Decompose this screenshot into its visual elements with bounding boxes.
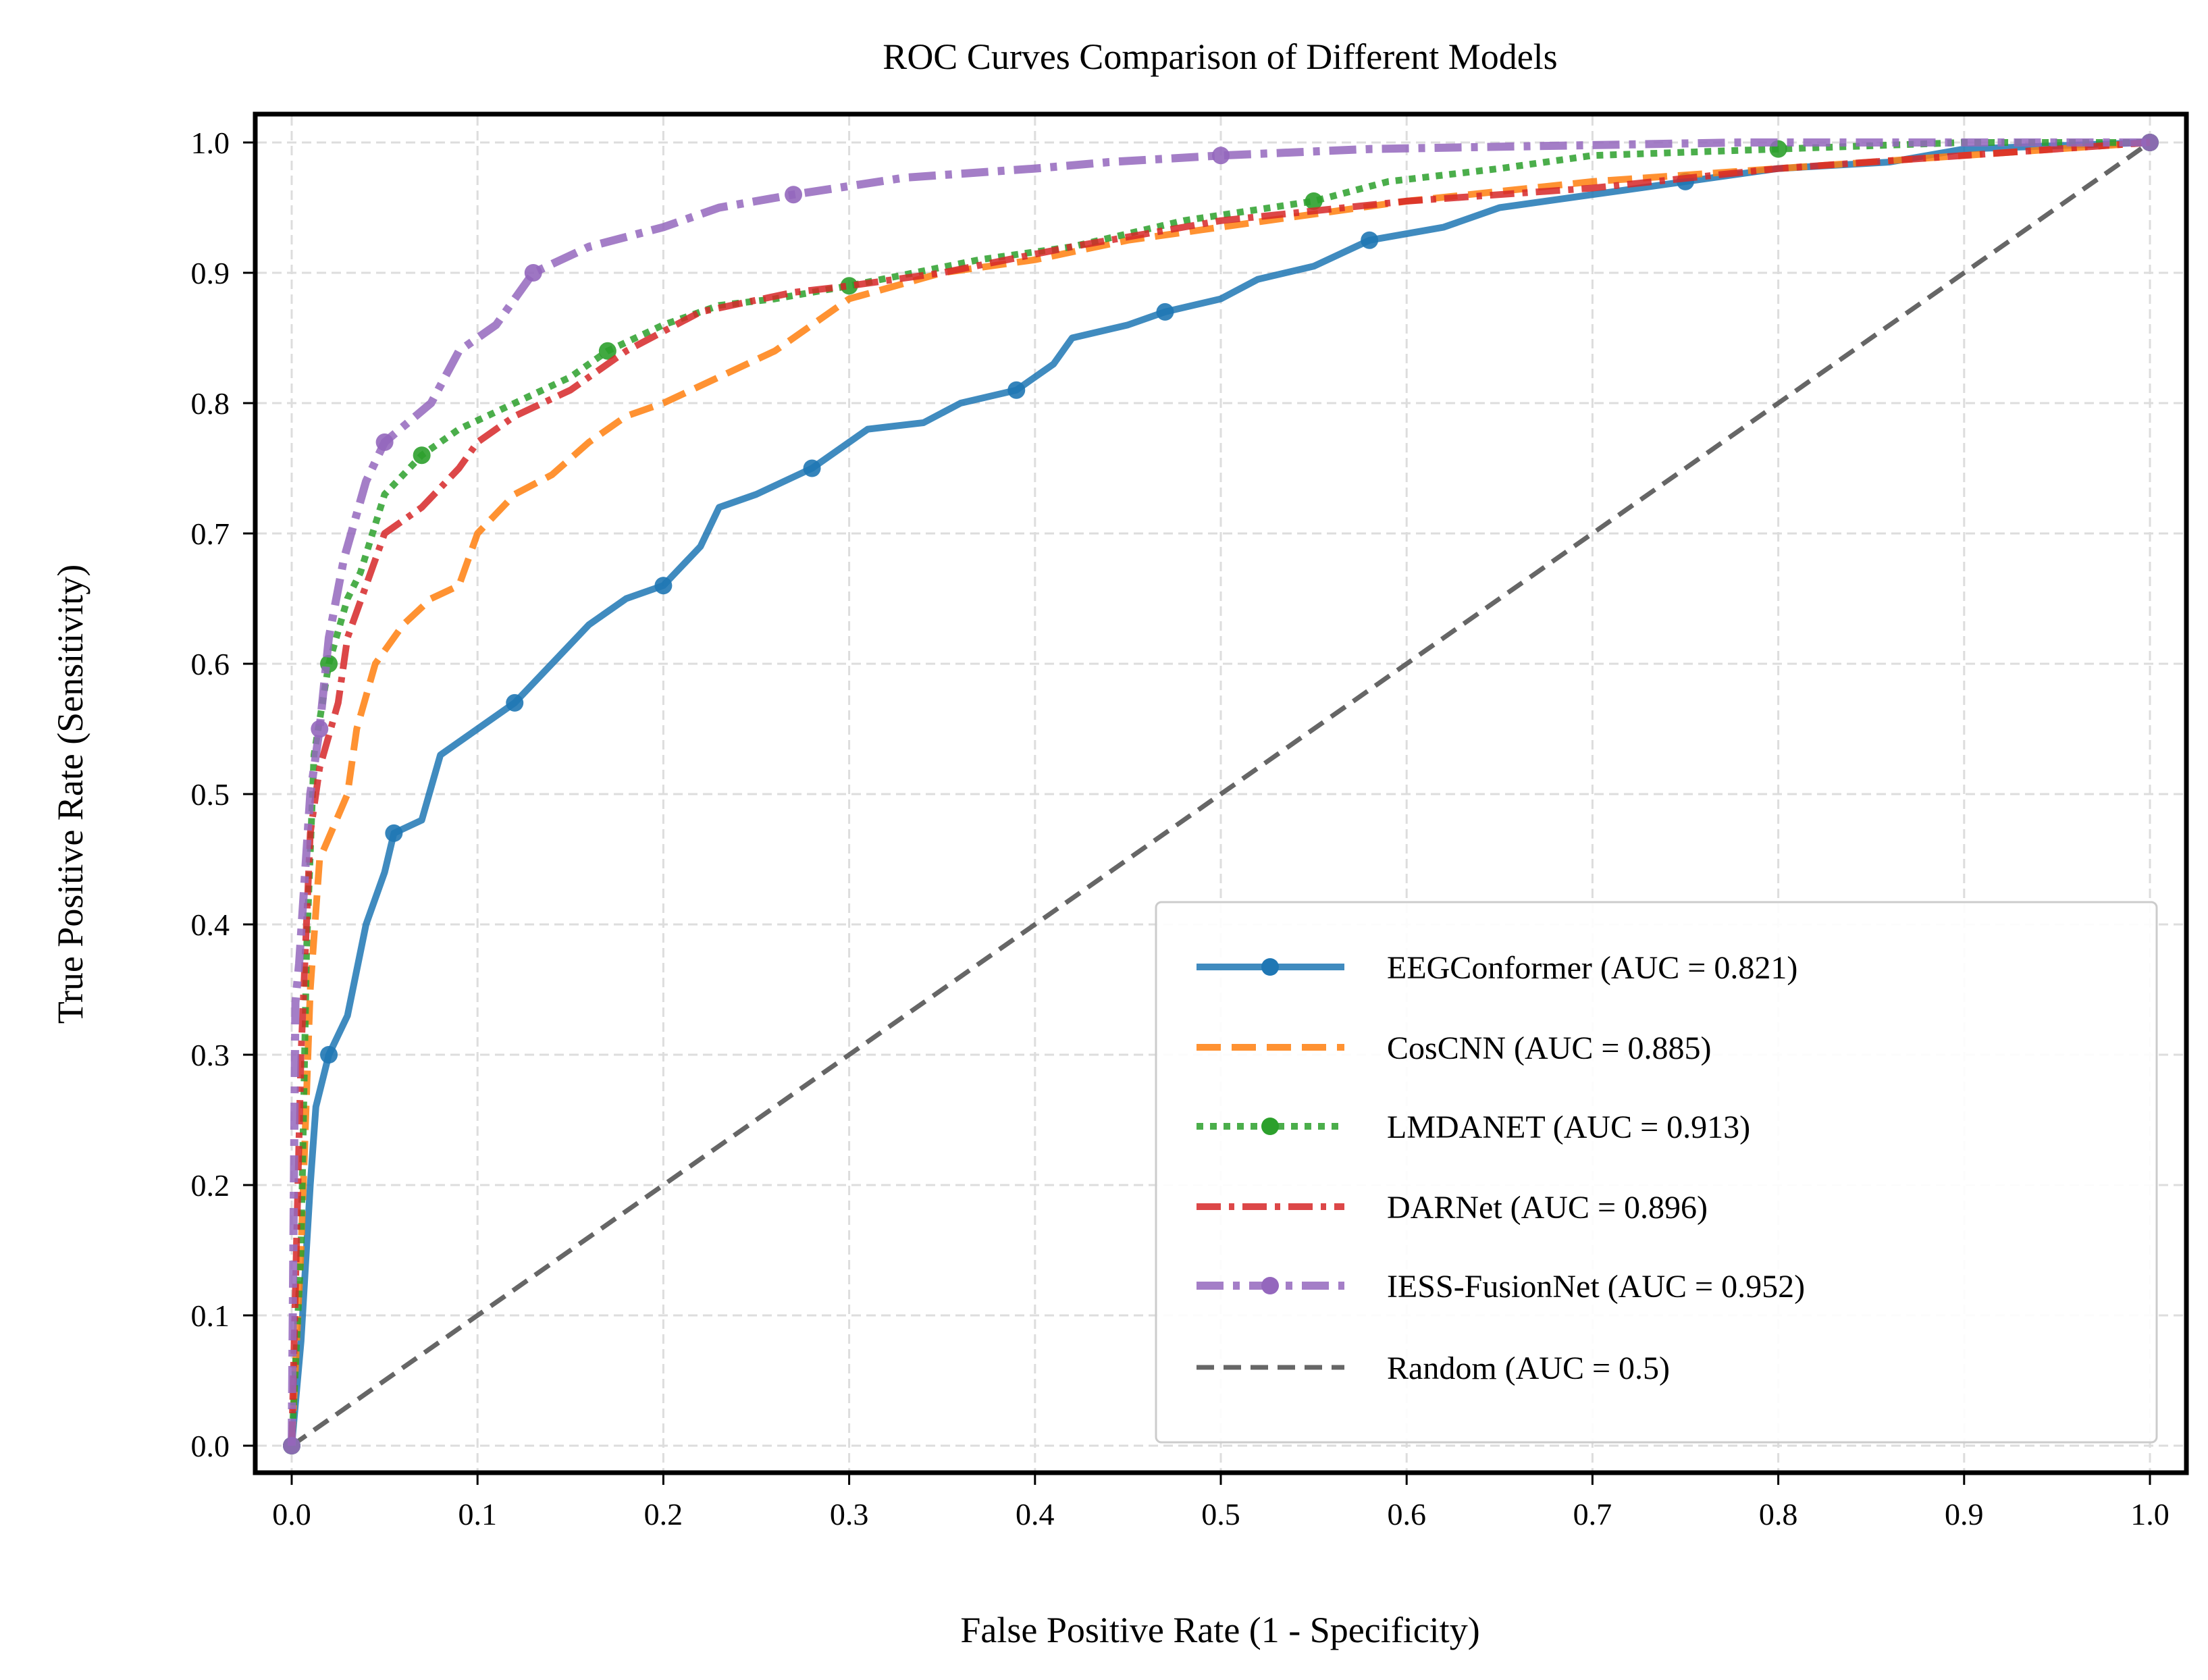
x-axis-label: False Positive Rate (1 - Specificity) (960, 1610, 1479, 1650)
x-tick-label: 0.8 (1759, 1497, 1798, 1531)
data-point-iess-fusionnet (785, 186, 803, 204)
x-tick-label: 0.0 (272, 1497, 311, 1531)
data-point-iess-fusionnet (1212, 147, 1230, 165)
grid (257, 116, 2184, 1471)
legend: EEGConformer (AUC = 0.821) CosCNN (AUC = … (1155, 901, 2158, 1444)
data-point-lmdanet (840, 277, 858, 295)
y-tick-label: 0.5 (191, 777, 230, 812)
series-group (283, 134, 2159, 1454)
data-point-iess-fusionnet (311, 720, 329, 738)
x-tick-label: 0.9 (1945, 1497, 1984, 1531)
data-point-iess-fusionnet (375, 433, 394, 451)
x-tick-label: 0.5 (1201, 1497, 1240, 1531)
data-point-iess-fusionnet (283, 1437, 300, 1454)
legend-label-lmdanet: LMDANET (AUC = 0.913) (1387, 1109, 1750, 1145)
data-point-eegconformer (803, 459, 821, 477)
legend-box (1155, 901, 2158, 1444)
series-line-coscnn (288, 139, 2151, 1446)
legend-label-coscnn: CosCNN (AUC = 0.885) (1387, 1030, 1711, 1066)
data-point-lmdanet (1305, 192, 1323, 210)
x-tick-label: 0.3 (830, 1497, 869, 1531)
data-point-eegconformer (1361, 231, 1379, 249)
y-tick-label: 0.2 (191, 1168, 230, 1203)
legend-label-random: Random (AUC = 0.5) (1387, 1350, 1670, 1386)
y-tick-label: 1.0 (191, 126, 230, 160)
x-tick-label: 1.0 (2130, 1497, 2170, 1531)
series-line-random (290, 140, 2152, 1448)
y-tick-label: 0.7 (191, 517, 230, 551)
data-point-eegconformer (506, 693, 524, 712)
x-tick-label: 0.6 (1387, 1497, 1426, 1531)
data-point-lmdanet (413, 446, 431, 465)
legend-marker-eegconformer (1261, 958, 1279, 976)
y-tick-label: 0.0 (191, 1429, 230, 1463)
data-point-iess-fusionnet (524, 264, 542, 282)
legend-marker-iess-fusionnet (1261, 1277, 1279, 1294)
y-tick-label: 0.3 (191, 1038, 230, 1072)
y-axis-label: True Positive Rate (Sensitivity) (50, 565, 90, 1024)
data-point-eegconformer (385, 824, 403, 842)
chart-title: ROC Curves Comparison of Different Model… (883, 36, 1557, 77)
data-point-eegconformer (654, 577, 673, 595)
legend-label-iess-fusionnet: IESS-FusionNet (AUC = 0.952) (1387, 1269, 1805, 1305)
x-tick-label: 0.1 (458, 1497, 497, 1531)
data-point-iess-fusionnet (2141, 134, 2159, 151)
y-tick-label: 0.8 (191, 386, 230, 421)
y-tick-label: 0.1 (191, 1298, 230, 1333)
data-point-eegconformer (1007, 381, 1026, 399)
x-tick-label: 0.7 (1573, 1497, 1612, 1531)
y-tick-label: 0.4 (191, 908, 230, 942)
tick-labels: 0.0 0.1 0.2 0.3 0.4 0.5 0.6 0.7 0.8 0.9 1.0 0.0 0.1 0… (191, 126, 2170, 1531)
x-tick-label: 0.2 (644, 1497, 683, 1531)
data-point-eegconformer (1156, 303, 1174, 321)
legend-label-eegconformer: EEGConformer (AUC = 0.821) (1387, 950, 1797, 986)
data-point-lmdanet (598, 342, 616, 360)
y-tick-label: 0.9 (191, 256, 230, 290)
series-line-darnet (288, 139, 2151, 1446)
x-tick-label: 0.4 (1016, 1497, 1055, 1531)
data-point-eegconformer (320, 1046, 338, 1064)
y-tick-label: 0.6 (191, 647, 230, 681)
legend-label-darnet: DARNet (AUC = 0.896) (1387, 1190, 1708, 1226)
legend-marker-lmdanet (1261, 1118, 1279, 1135)
